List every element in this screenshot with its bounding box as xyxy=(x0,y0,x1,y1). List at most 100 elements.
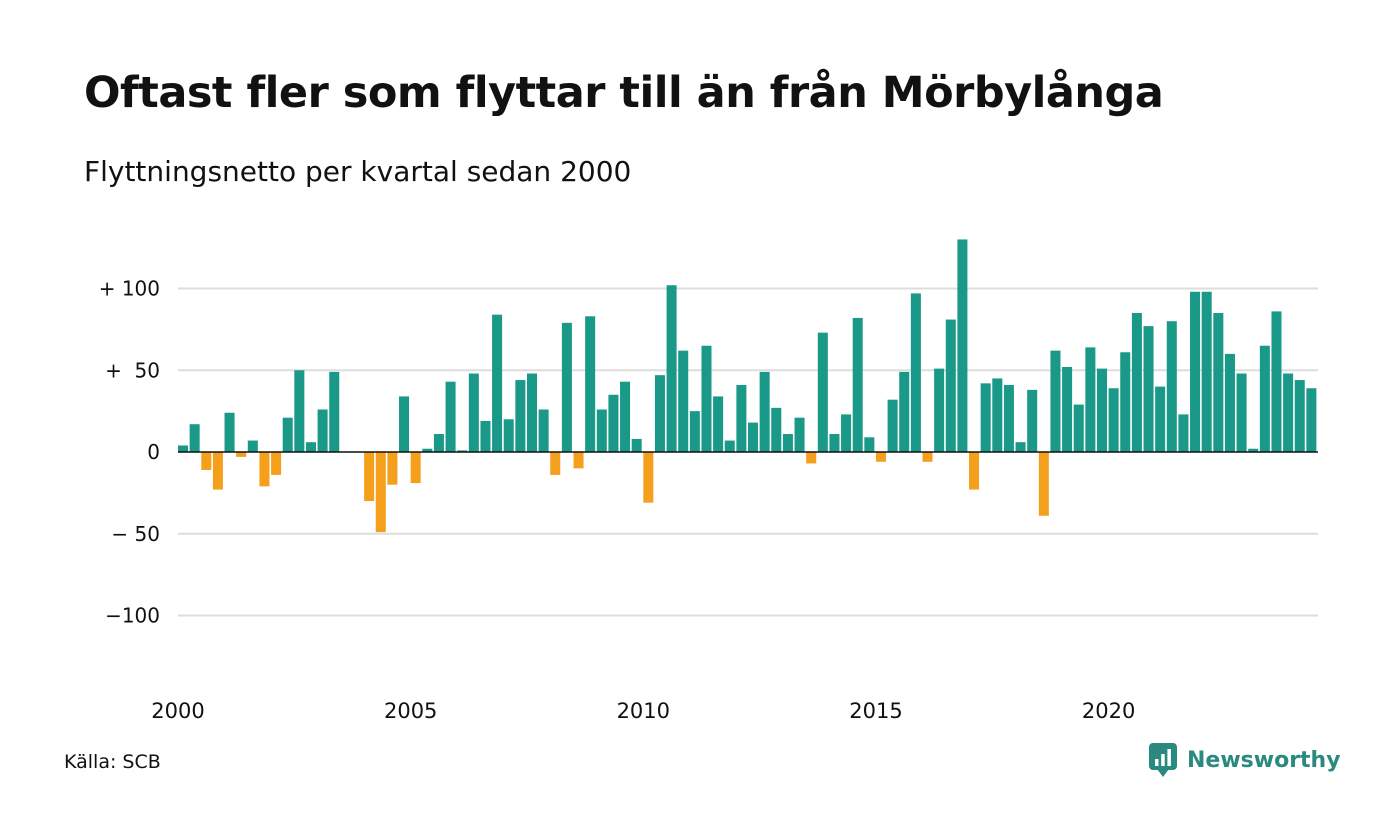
bar xyxy=(410,452,421,484)
bar xyxy=(643,452,654,503)
brand-logo: Newsworthy xyxy=(1148,742,1341,778)
bars xyxy=(178,239,1317,533)
y-tick-label: 0 xyxy=(147,440,160,464)
bar xyxy=(247,440,258,453)
bar xyxy=(969,452,980,490)
bar xyxy=(1259,345,1270,453)
bar xyxy=(1224,353,1235,452)
bar xyxy=(364,452,375,502)
bar xyxy=(1190,291,1201,452)
bar xyxy=(573,452,584,469)
bar xyxy=(317,409,328,452)
bar xyxy=(736,384,747,452)
bar xyxy=(922,452,933,462)
bar xyxy=(538,409,549,452)
bar xyxy=(852,317,863,452)
bar xyxy=(445,381,456,452)
bar xyxy=(189,424,200,452)
bar xyxy=(631,438,642,452)
y-axis-labels: + 100 + 50 0 − 50 −100 xyxy=(99,277,160,628)
bar xyxy=(550,452,561,475)
bar xyxy=(1120,352,1131,452)
bar-chart: + 100 + 50 0 − 50 −100 2000 2005 2010 2015 2020 xyxy=(99,239,1318,723)
bar xyxy=(934,368,945,453)
bar xyxy=(329,371,340,452)
bar xyxy=(1062,366,1073,452)
bar xyxy=(1178,414,1189,452)
y-tick-label: −100 xyxy=(105,604,160,628)
y-tick-label: − 50 xyxy=(111,522,160,546)
newsworthy-logo-icon xyxy=(1149,743,1177,777)
bar xyxy=(1108,388,1119,453)
bar xyxy=(212,452,223,490)
chart-title: Oftast fler som flyttar till än från Mör… xyxy=(84,68,1164,118)
bar xyxy=(620,381,631,452)
bar xyxy=(678,350,689,452)
bar xyxy=(596,409,607,452)
bar xyxy=(1155,386,1166,452)
bar xyxy=(957,239,968,452)
bar xyxy=(387,452,398,485)
bar xyxy=(305,442,316,452)
bar xyxy=(841,414,852,452)
bar xyxy=(794,417,805,453)
bar xyxy=(1271,311,1282,452)
bar xyxy=(503,419,514,452)
bar xyxy=(1248,448,1259,452)
bar xyxy=(864,437,875,452)
bar xyxy=(399,396,410,452)
bar xyxy=(992,378,1003,453)
bar xyxy=(1306,388,1317,453)
bar xyxy=(585,316,596,452)
bar xyxy=(271,452,282,475)
bar xyxy=(724,440,735,453)
bar xyxy=(608,394,619,452)
bar xyxy=(945,319,956,452)
bar xyxy=(899,371,910,452)
bar xyxy=(178,445,189,452)
bar xyxy=(515,380,526,452)
bar xyxy=(829,434,840,452)
bar xyxy=(375,452,386,533)
brand-name: Newsworthy xyxy=(1187,747,1341,773)
bar xyxy=(1050,350,1061,452)
bar xyxy=(492,314,503,452)
bar xyxy=(526,373,538,452)
bar xyxy=(748,422,759,452)
bar xyxy=(1096,368,1108,453)
bar xyxy=(782,434,793,452)
bar xyxy=(1213,313,1224,452)
bar xyxy=(759,371,770,452)
bar xyxy=(561,322,572,452)
bar xyxy=(887,399,898,452)
bar xyxy=(294,370,305,452)
bar xyxy=(1027,389,1038,452)
bar xyxy=(806,452,817,464)
bar xyxy=(1085,347,1096,452)
bar xyxy=(201,452,212,470)
y-tick-label: + 50 xyxy=(105,358,160,382)
x-tick-label: 2005 xyxy=(384,699,437,723)
bar xyxy=(1003,384,1014,452)
chart-subtitle: Flyttningsnetto per kvartal sedan 2000 xyxy=(84,155,632,188)
bar xyxy=(666,285,677,452)
bar xyxy=(713,396,724,452)
bar xyxy=(771,407,782,453)
bar xyxy=(1283,373,1294,452)
bar xyxy=(480,420,491,453)
bar xyxy=(1201,291,1212,452)
bar xyxy=(1073,404,1084,452)
bar xyxy=(1131,313,1142,452)
bar xyxy=(1038,452,1049,516)
source-note: Källa: SCB xyxy=(64,751,161,773)
bar xyxy=(259,452,270,487)
bar xyxy=(910,293,921,452)
bar xyxy=(1166,321,1177,452)
bar xyxy=(1143,326,1154,452)
x-tick-label: 2010 xyxy=(617,699,670,723)
bar xyxy=(1236,373,1247,452)
x-tick-label: 2000 xyxy=(151,699,204,723)
x-tick-label: 2015 xyxy=(849,699,902,723)
bar xyxy=(433,434,444,452)
bar xyxy=(1015,442,1026,452)
